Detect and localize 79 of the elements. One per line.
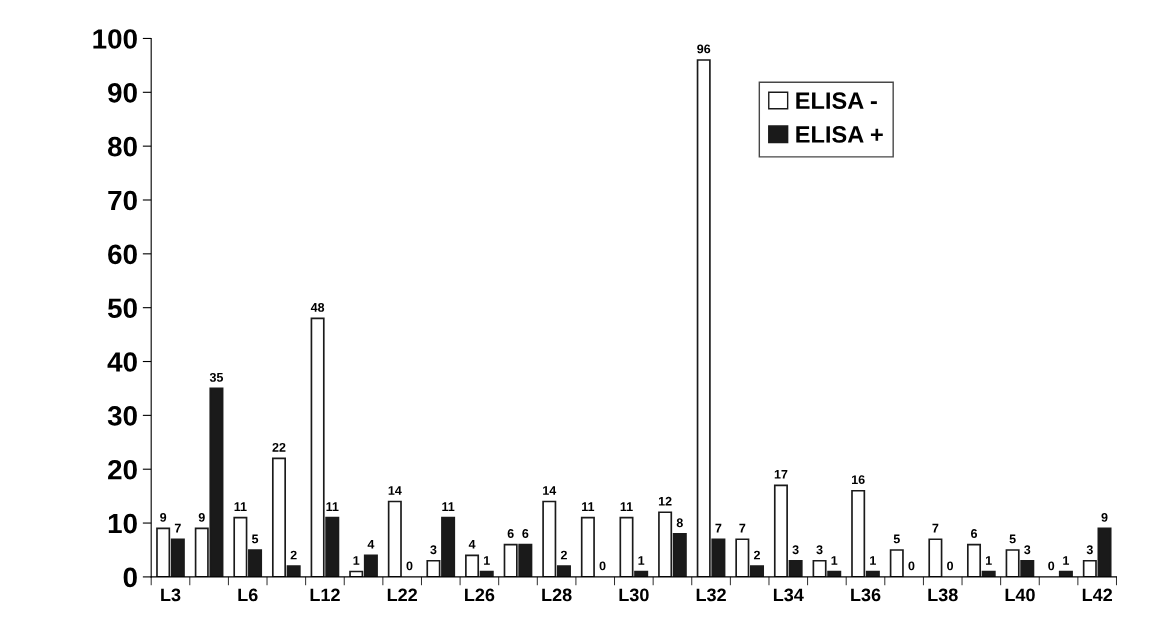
data-label: 14 xyxy=(543,486,557,495)
data-label: 11 xyxy=(442,502,455,511)
bar xyxy=(928,538,943,577)
data-label: 8 xyxy=(676,518,683,528)
data-label: 16 xyxy=(852,475,865,485)
data-label: 7 xyxy=(715,523,722,533)
legend-label: ELISA + xyxy=(796,126,883,143)
data-label: 11 xyxy=(326,502,339,511)
data-label: 1 xyxy=(1063,556,1070,565)
y-tick-label: 70 xyxy=(108,190,137,211)
x-tick-label: L3 xyxy=(161,588,181,602)
data-label: 0 xyxy=(1048,561,1055,571)
data-label: 1 xyxy=(831,556,838,565)
x-tick-label: L6 xyxy=(238,588,258,602)
y-tick-label: 30 xyxy=(107,406,137,426)
y-tick-label: 80 xyxy=(107,136,137,157)
x-tick-label: L26 xyxy=(465,588,495,602)
data-label: 96 xyxy=(697,44,711,54)
data-label: 11 xyxy=(234,502,247,511)
data-label: 3 xyxy=(816,545,823,555)
data-label: 2 xyxy=(753,550,760,560)
x-tick-label: L12 xyxy=(310,588,340,602)
data-label: 6 xyxy=(970,529,978,538)
data-label: 3 xyxy=(1086,545,1093,555)
data-label: 7 xyxy=(174,523,181,533)
data-label: 7 xyxy=(932,523,939,533)
data-label: 3 xyxy=(430,545,437,555)
data-label: 4 xyxy=(468,540,476,549)
x-tick-label: L30 xyxy=(619,588,649,602)
data-label: 22 xyxy=(272,442,286,452)
data-label: 2 xyxy=(290,550,297,560)
y-tick-label: 0 xyxy=(123,567,137,588)
x-tick-label: L42 xyxy=(1082,588,1113,602)
data-label: 0 xyxy=(599,561,606,571)
data-label: 2 xyxy=(560,550,567,560)
data-label: 9 xyxy=(198,512,205,522)
data-label: 7 xyxy=(739,523,746,533)
y-tick-label: 20 xyxy=(108,459,137,480)
y-tick-label: 40 xyxy=(107,352,137,372)
data-label: 5 xyxy=(251,534,259,544)
x-tick-label: L22 xyxy=(387,588,417,602)
x-tick-label: L34 xyxy=(773,588,804,602)
data-label: 1 xyxy=(985,556,992,565)
data-label: 35 xyxy=(209,372,224,382)
legend-label: ELISA - xyxy=(796,92,877,109)
data-label: 1 xyxy=(353,556,360,565)
data-label: 4 xyxy=(367,540,375,549)
data-label: 9 xyxy=(160,512,167,522)
bar xyxy=(387,500,402,577)
data-label: 0 xyxy=(947,561,954,571)
x-tick-label: L40 xyxy=(1005,588,1035,602)
data-label: 11 xyxy=(620,502,633,511)
data-label: 1 xyxy=(484,556,490,565)
y-tick-label: 90 xyxy=(108,82,137,103)
data-label: 1 xyxy=(638,556,645,565)
x-tick-label: L36 xyxy=(851,588,881,602)
data-label: 5 xyxy=(893,534,900,544)
data-label: 1 xyxy=(870,556,876,565)
data-label: 3 xyxy=(1024,545,1031,555)
data-label: 0 xyxy=(406,561,413,571)
data-label: 48 xyxy=(310,302,325,312)
data-label: 5 xyxy=(1009,534,1016,544)
data-label: 0 xyxy=(908,561,915,571)
y-tick-label: 100 xyxy=(93,29,137,49)
x-tick-label: L32 xyxy=(696,588,726,602)
data-label: 12 xyxy=(658,496,672,506)
x-tick-label: L38 xyxy=(928,588,958,602)
data-label: 14 xyxy=(388,486,402,495)
data-label: 9 xyxy=(1101,512,1108,522)
data-label: 6 xyxy=(522,529,529,538)
x-tick-label: L28 xyxy=(542,588,572,602)
data-label: 6 xyxy=(507,529,514,538)
bar xyxy=(889,549,904,577)
data-label: 3 xyxy=(792,545,799,555)
data-label: 17 xyxy=(774,470,788,479)
data-label: 11 xyxy=(582,502,595,511)
y-tick-label: 50 xyxy=(107,298,137,319)
y-tick-label: 60 xyxy=(108,244,137,265)
y-tick-label: 10 xyxy=(108,513,137,534)
